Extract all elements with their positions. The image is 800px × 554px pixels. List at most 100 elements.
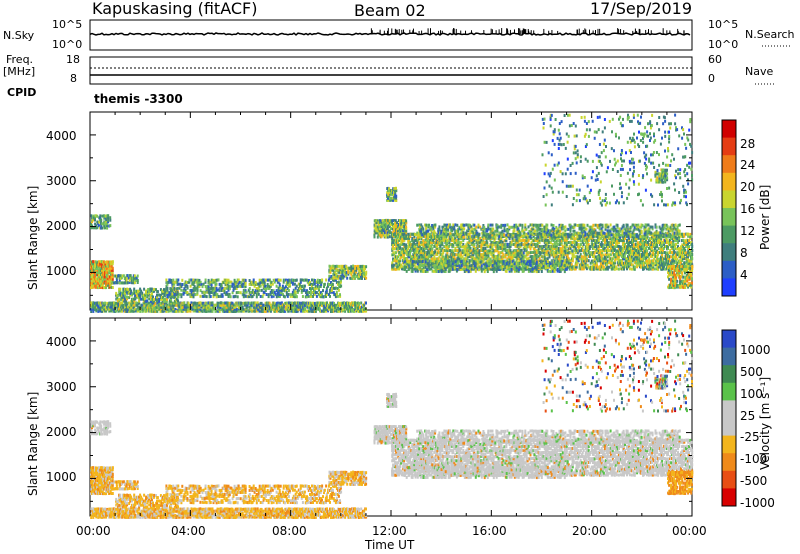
heat-cell <box>155 297 158 301</box>
heat-cell <box>181 309 184 313</box>
heat-cell <box>401 267 403 271</box>
heat-cell <box>139 287 142 291</box>
heat-cell <box>558 255 561 259</box>
heat-cell <box>561 236 564 240</box>
heat-cell <box>97 309 100 313</box>
heat-cell <box>605 245 608 249</box>
heat-cell <box>575 265 578 269</box>
heat-cell <box>440 249 443 253</box>
heat-cell <box>387 221 390 225</box>
heat-cell <box>118 278 121 282</box>
heat-cell <box>581 265 584 269</box>
heat-cell <box>330 307 332 311</box>
heat-cell <box>444 257 447 261</box>
heat-cell <box>596 241 599 245</box>
heat-cell <box>312 295 314 298</box>
heat-cell <box>266 301 269 305</box>
heat-cell <box>489 238 492 242</box>
heat-cell <box>419 253 422 256</box>
heat-cell <box>474 251 477 255</box>
heat-cell <box>550 238 553 242</box>
heat-cell <box>258 282 261 286</box>
heat-cell <box>316 301 319 305</box>
heat-cell <box>498 257 501 261</box>
heat-cell <box>565 240 568 244</box>
heat-cell <box>299 303 302 307</box>
heat-cell <box>230 280 233 284</box>
heat-cell <box>208 305 211 309</box>
heat-cell <box>482 255 485 259</box>
heat-cell <box>104 214 107 218</box>
heat-cell <box>287 309 290 313</box>
heat-cell <box>156 290 159 294</box>
heat-cell <box>273 280 276 284</box>
heat-cell <box>104 216 107 220</box>
heat-cell <box>314 285 317 289</box>
heat-cell <box>378 225 381 229</box>
heat-cell <box>170 297 173 301</box>
heat-cell <box>141 305 144 309</box>
heat-cell <box>310 282 312 286</box>
heat-cell <box>235 287 238 290</box>
heat-cell <box>461 267 464 271</box>
heat-cell <box>391 221 393 225</box>
heat-cell <box>587 239 590 242</box>
heat-cell <box>530 233 533 237</box>
heat-cell <box>352 301 355 305</box>
heat-cell <box>362 309 364 313</box>
heat-cell <box>105 220 108 224</box>
heat-cell <box>444 244 447 248</box>
heat-cell <box>584 265 587 269</box>
heat-cell <box>459 245 462 249</box>
heat-cell <box>278 282 281 286</box>
heat-cell <box>377 233 380 237</box>
heat-cell <box>607 249 610 253</box>
heat-cell <box>518 243 521 247</box>
heat-cell <box>132 274 135 278</box>
heat-cell <box>176 281 179 284</box>
heat-cell <box>227 305 230 309</box>
heat-cell <box>563 241 566 245</box>
heat-cell <box>571 255 574 259</box>
heat-cell <box>390 223 392 226</box>
heat-cell <box>198 282 201 286</box>
heat-cell <box>290 301 293 305</box>
heat-cell <box>122 307 125 311</box>
heat-cell <box>446 265 449 269</box>
heat-cell <box>98 224 100 228</box>
heat-cell <box>448 241 451 244</box>
heat-cell <box>145 301 148 305</box>
heat-cell <box>496 265 499 269</box>
heat-cell <box>222 305 225 309</box>
heat-cell <box>310 288 312 292</box>
heat-cell <box>441 240 444 244</box>
heat-cell <box>400 223 403 227</box>
heat-cell <box>345 274 348 278</box>
heat-cell <box>149 305 152 309</box>
heat-cell <box>588 253 591 257</box>
heat-cell <box>454 236 457 240</box>
heat-cell <box>409 261 412 265</box>
heat-cell <box>132 301 135 305</box>
heat-cell <box>452 259 455 263</box>
heat-cell <box>539 253 542 257</box>
heat-cell <box>413 267 416 271</box>
heat-cell <box>251 294 254 298</box>
heat-cell <box>387 233 390 237</box>
heat-cell <box>91 285 93 289</box>
heat-cell <box>446 241 449 245</box>
heat-cell <box>501 257 504 260</box>
heat-cell <box>425 247 428 251</box>
heat-cell <box>348 301 351 305</box>
heat-cell <box>152 290 154 294</box>
heat-cell <box>326 305 329 309</box>
heat-cell <box>241 284 244 288</box>
heat-cell <box>452 239 455 242</box>
heat-cell <box>202 290 205 294</box>
heat-cell <box>307 301 310 305</box>
heat-cell <box>491 251 494 254</box>
heat-cell <box>138 299 141 303</box>
heat-cell <box>362 305 365 309</box>
heat-cell <box>435 239 438 243</box>
heat-cell <box>332 309 335 313</box>
